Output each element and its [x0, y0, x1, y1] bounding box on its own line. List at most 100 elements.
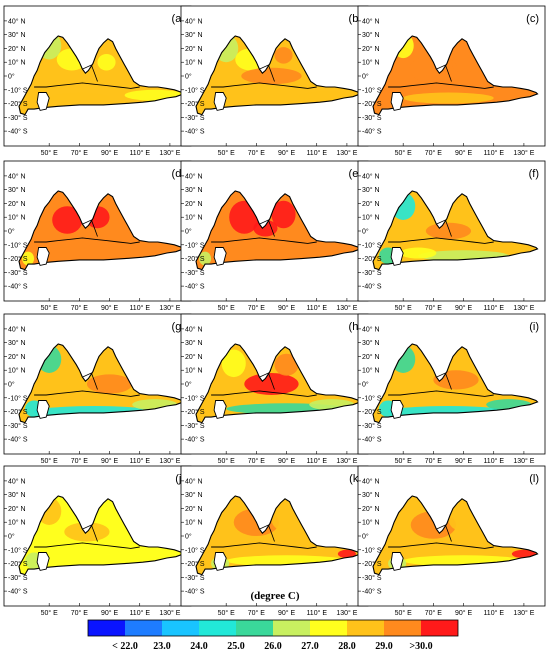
inner-boundary [211, 542, 317, 549]
colorbar-label: 23.0 [153, 641, 171, 652]
madagascar [390, 92, 404, 111]
lon-tick-label: 90° E [278, 149, 296, 157]
lat-tick-label: -10° S [362, 86, 382, 94]
colorbar-swatch [347, 620, 384, 636]
lat-tick-label: -40° S [185, 283, 205, 291]
lon-tick-label: 70° E [248, 149, 266, 157]
lat-tick-label: -10° S [185, 86, 205, 94]
sst-region [274, 353, 299, 376]
lat-tick-label: 20° N [185, 200, 203, 208]
inner-boundary [388, 390, 494, 397]
map-panel-l: 40° N 30° N 20° N 10° N 0° -10° S -20° S -30° S… [357, 465, 546, 617]
sst-region [400, 247, 437, 259]
lon-tick-label: 130° E [513, 609, 534, 617]
lon-tick-label: 110° E [129, 149, 150, 157]
lon-tick-label: 130° E [336, 457, 357, 465]
lat-tick-label: -20° S [362, 560, 382, 568]
colorbar-label: 28.0 [338, 641, 356, 652]
basin-outline [195, 343, 362, 424]
lat-tick-label: 30° N [362, 339, 380, 347]
madagascar [390, 247, 404, 266]
lat-tick-label: -40° S [185, 436, 205, 444]
lon-tick-label: 90° E [278, 304, 296, 312]
madagascar [213, 247, 227, 266]
lat-tick-label: 40° N [8, 325, 26, 333]
lon-tick-label: 110° E [306, 609, 327, 617]
lon-tick-label: 110° E [306, 149, 327, 157]
colorbar-label: >30.0 [409, 641, 432, 652]
lat-tick-label: 40° N [362, 477, 380, 485]
lon-tick-label: 50° E [395, 457, 413, 465]
map-panel-e: 40° N 30° N 20° N 10° N 0° -10° S -20° S -30° S… [180, 160, 369, 312]
map-panel-j: 40° N 30° N 20° N 10° N 0° -10° S -20° S -30° S… [3, 465, 192, 617]
sst-region [271, 200, 296, 229]
lat-tick-label: 10° N [185, 519, 203, 527]
lon-tick-label: 90° E [101, 304, 119, 312]
lon-tick-label: 130° E [513, 457, 534, 465]
lat-tick-label: -30° S [185, 574, 205, 582]
sst-region [274, 47, 293, 64]
lat-tick-label: 40° N [185, 172, 203, 180]
madagascar [36, 400, 50, 419]
basin-outline [195, 190, 362, 271]
lat-tick-label: 0° [8, 73, 15, 81]
sst-region [403, 92, 494, 104]
map-panel-c: 40° N 30° N 20° N 10° N 0° -10° S -20° S -30° S… [357, 5, 546, 157]
inner-boundary [388, 82, 494, 89]
lat-tick-label: -20° S [8, 255, 28, 263]
basin-outline [372, 343, 539, 424]
lat-tick-label: 30° N [8, 491, 26, 499]
panel-label: (j) [175, 473, 185, 485]
lat-tick-label: -10° S [8, 546, 28, 554]
colorbar-label: 25.0 [227, 641, 245, 652]
lat-tick-label: 10° N [185, 367, 203, 375]
lat-tick-label: -20° S [8, 408, 28, 416]
lon-tick-label: 90° E [455, 609, 473, 617]
lat-tick-label: -10° S [185, 394, 205, 402]
map-panel-k: 40° N 30° N 20° N 10° N 0° -10° S -20° S -30° S… [180, 465, 369, 617]
lat-tick-label: 40° N [8, 17, 26, 25]
lat-tick-label: 40° N [185, 325, 203, 333]
lon-tick-label: 130° E [159, 457, 180, 465]
panel-grid: 40° N 30° N 20° N 10° N 0° -10° S -20° S -30° S… [3, 5, 546, 617]
coast-line [82, 372, 98, 390]
map-panel-f: 40° N 30° N 20° N 10° N 0° -10° S -20° S -30° S… [357, 160, 546, 312]
lat-tick-label: -20° S [362, 255, 382, 263]
panel-label: (i) [529, 321, 539, 333]
lat-tick-label: 40° N [185, 17, 203, 25]
coast-line [259, 524, 275, 542]
lon-tick-label: 130° E [513, 304, 534, 312]
lon-tick-label: 50° E [218, 609, 236, 617]
lat-tick-label: 30° N [8, 186, 26, 194]
lat-tick-label: -10° S [8, 86, 28, 94]
sst-region [451, 51, 476, 74]
lat-tick-label: 0° [362, 533, 369, 541]
lat-tick-label: -20° S [362, 100, 382, 108]
lat-tick-label: -30° S [362, 574, 382, 582]
lat-tick-label: 30° N [362, 491, 380, 499]
map-panel-i: 40° N 30° N 20° N 10° N 0° -10° S -20° S -30° S… [357, 313, 546, 465]
coast-line [436, 64, 452, 82]
lon-tick-label: 130° E [159, 304, 180, 312]
lat-tick-label: 10° N [8, 214, 26, 222]
lat-tick-label: 30° N [8, 31, 26, 39]
lon-tick-label: 50° E [395, 304, 413, 312]
colorbar-swatch [162, 620, 199, 636]
colorbar-label: 24.0 [190, 641, 208, 652]
lat-tick-label: 0° [185, 533, 192, 541]
coast-line [82, 524, 98, 542]
lat-tick-label: 20° N [8, 200, 26, 208]
lon-tick-label: 110° E [306, 304, 327, 312]
sst-region [271, 508, 296, 531]
madagascar [36, 247, 50, 266]
lat-tick-label: 40° N [362, 17, 380, 25]
coast-line [259, 219, 275, 237]
lat-tick-label: -20° S [8, 100, 28, 108]
map-panel-h: 40° N 30° N 20° N 10° N 0° -10° S -20° S -30° S… [180, 313, 369, 465]
map-panel-b: 40° N 30° N 20° N 10° N 0° -10° S -20° S -30° S… [180, 5, 369, 157]
lat-tick-label: -20° S [185, 255, 205, 263]
lon-tick-label: 110° E [483, 457, 504, 465]
sst-region [86, 242, 163, 254]
lat-tick-label: -10° S [362, 394, 382, 402]
madagascar [213, 400, 227, 419]
